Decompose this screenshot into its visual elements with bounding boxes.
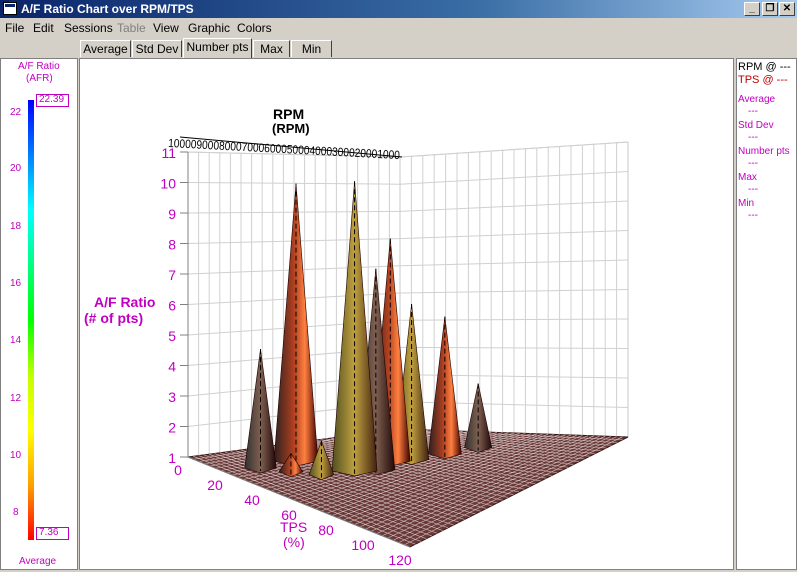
legend-tick: 10 xyxy=(10,450,22,461)
legend-tick: 8 xyxy=(13,507,19,518)
info-panel: RPM @ --- TPS @ --- Average --- Std Dev … xyxy=(736,58,797,570)
tps-axis-line xyxy=(187,456,411,548)
floor-grid-line xyxy=(198,455,422,542)
legend-tick: 12 xyxy=(10,393,22,404)
info-value-number-pts: --- xyxy=(748,158,758,169)
info-value-max: --- xyxy=(748,184,758,195)
tps-tick-label: 60 xyxy=(281,507,297,523)
menu-edit[interactable]: Edit xyxy=(33,21,54,35)
surface-peak xyxy=(428,316,462,460)
legend-max-box: 22.39 xyxy=(36,94,69,107)
info-label-std-dev: Std Dev xyxy=(738,120,774,131)
menu-sessions[interactable]: Sessions xyxy=(64,21,113,35)
rpm-axis-title: RPM xyxy=(273,106,304,122)
legend-min-box: 7.36 xyxy=(36,527,69,540)
rpm-readout: RPM @ --- xyxy=(738,61,791,73)
rpm-axis-line xyxy=(179,136,403,158)
floor-grid-line xyxy=(203,454,427,540)
window-title: A/F Ratio Chart over RPM/TPS xyxy=(21,2,194,16)
info-label-number-pts: Number pts xyxy=(738,146,790,157)
info-value-std-dev: --- xyxy=(748,132,758,143)
menu-graphic[interactable]: Graphic xyxy=(188,21,231,35)
z-axis-title: A/F Ratio xyxy=(94,294,155,310)
restore-button[interactable]: ❐ xyxy=(762,2,778,16)
tps-axis-title: TPS xyxy=(280,519,307,535)
info-value-average: --- xyxy=(748,106,758,117)
menu-table: Table xyxy=(117,21,146,35)
rpm-axis-unit: (RPM) xyxy=(272,121,310,136)
tab-max[interactable]: Max xyxy=(253,40,290,57)
z-tick-label: 8 xyxy=(168,237,176,253)
tps-tick-label: 80 xyxy=(318,522,334,538)
info-label-max: Max xyxy=(738,172,757,183)
legend-tick: 14 xyxy=(10,335,22,346)
z-tick-label: 10 xyxy=(160,176,176,192)
legend-min-value: 7.36 xyxy=(39,527,59,538)
title-bar: A/F Ratio Chart over RPM/TPS _ ❐ ✕ xyxy=(0,0,797,18)
legend-tick: 20 xyxy=(10,163,22,174)
tps-tick-label: 120 xyxy=(388,552,412,568)
menu-view[interactable]: View xyxy=(153,21,179,35)
legend-footer: Average xyxy=(19,556,57,567)
legend-tick: 16 xyxy=(10,278,22,289)
floor-grid-line xyxy=(293,442,520,493)
z-tick-label: 4 xyxy=(168,359,176,375)
info-label-average: Average xyxy=(738,94,776,105)
close-button[interactable]: ✕ xyxy=(779,2,795,16)
menu-colors[interactable]: Colors xyxy=(237,21,272,35)
legend-tick: 22 xyxy=(10,107,22,118)
z-tick-label: 11 xyxy=(161,145,176,161)
z-tick-label: 9 xyxy=(168,206,176,222)
minimize-button[interactable]: _ xyxy=(744,2,760,16)
tps-axis-unit: (%) xyxy=(283,534,305,550)
info-label-min: Min xyxy=(738,198,755,209)
tab-number-pts[interactable]: Number pts xyxy=(183,38,252,58)
tps-tick-label: 20 xyxy=(207,477,223,493)
z-tick-label: 7 xyxy=(168,267,176,283)
floor-grid-line xyxy=(389,430,618,443)
z-tick-label: 5 xyxy=(168,328,176,344)
tps-tick-label: 0 xyxy=(174,462,182,478)
tab-average[interactable]: Average xyxy=(80,40,131,57)
tps-tick-label: 100 xyxy=(351,537,375,553)
z-axis-unit: (# of pts) xyxy=(84,310,143,326)
z-tick-label: 3 xyxy=(168,389,176,405)
app-icon[interactable] xyxy=(3,2,17,15)
tps-readout: TPS @ --- xyxy=(738,74,788,86)
legend-unit: (AFR) xyxy=(26,73,53,84)
surface-peak xyxy=(244,349,277,474)
legend-color-bar xyxy=(28,100,34,540)
menu-bar: File Edit Sessions Table View Graphic Co… xyxy=(0,18,797,38)
legend-max-value: 22.39 xyxy=(39,94,65,105)
legend-title: A/F Ratio xyxy=(18,61,60,72)
tps-tick-label: 40 xyxy=(244,492,260,508)
floor-grid-line xyxy=(288,443,514,496)
info-value-min: --- xyxy=(748,210,758,221)
legend-tick: 18 xyxy=(10,221,22,232)
tab-std-dev[interactable]: Std Dev xyxy=(132,40,182,57)
chart-panel[interactable]: 11 10 9 8 7 6 5 4 3 2 1 0 20 40 60 80 100 120 RPM (RPM) 1… xyxy=(79,58,734,570)
floor-grid-line xyxy=(193,456,416,545)
z-tick-label: 1 xyxy=(168,450,176,466)
z-tick-label: 6 xyxy=(168,298,176,314)
menu-file[interactable]: File xyxy=(5,21,25,35)
color-legend-panel: A/F Ratio (AFR) 22.39 7.36 22 20 18 16 1… xyxy=(0,58,78,570)
z-tick-label: 2 xyxy=(168,420,176,436)
tab-min[interactable]: Min xyxy=(291,40,332,57)
